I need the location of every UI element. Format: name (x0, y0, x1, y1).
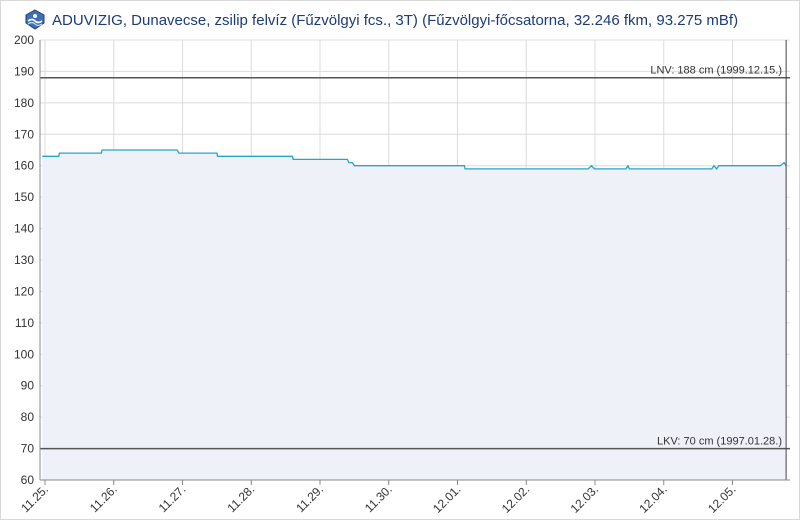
y-tick-label: 200 (14, 33, 34, 47)
reference-lines: LNV: 188 cm (1999.12.15.) LKV: 70 cm (199… (40, 40, 790, 480)
x-tick-label: 11.30. (362, 482, 395, 515)
y-tick-label: 180 (14, 96, 34, 110)
series-line (42, 149, 787, 170)
chart-title: ADUVIZIG, Dunavecse, zsilip felvíz (Fűzv… (52, 11, 739, 29)
x-tick-label: 12.02. (499, 482, 532, 515)
y-tick-label: 150 (14, 190, 34, 204)
y-tick-label: 130 (14, 253, 34, 267)
x-tick-label: 11.25. (18, 482, 51, 515)
chart-header: ADUVIZIG, Dunavecse, zsilip felvíz (Fűzv… (24, 8, 738, 32)
x-tick-label: 11.29. (293, 482, 326, 515)
x-tick-label: 12.03. (568, 482, 601, 515)
aduvizig-logo-icon (24, 9, 46, 31)
y-tick-label: 120 (14, 284, 34, 298)
x-tick-label: 11.27. (156, 482, 189, 515)
x-tick-label: 12.01. (430, 482, 463, 515)
lnv-label: LNV: 188 cm (1999.12.15.) (650, 65, 782, 77)
y-tick-label: 160 (14, 159, 34, 173)
y-tick-label: 100 (14, 347, 34, 361)
area-layer (42, 149, 787, 480)
x-tick-label: 12.05. (705, 482, 738, 515)
y-tick-label: 60 (21, 473, 35, 487)
axis-layer (39, 40, 790, 485)
series-area (42, 150, 787, 480)
y-tick-label: 70 (21, 442, 35, 456)
y-tick-label: 140 (14, 222, 34, 236)
x-tick-label: 11.28. (225, 482, 258, 515)
y-tick-label: 190 (14, 64, 34, 78)
x-tick-label: 11.26. (87, 482, 120, 515)
lkv-label: LKV: 70 cm (1997.01.28.) (657, 436, 782, 448)
y-tick-label: 90 (21, 379, 35, 393)
y-tick-label: 170 (14, 127, 34, 141)
x-tick-label: 12.04. (636, 482, 669, 515)
y-tick-label: 110 (15, 316, 34, 330)
y-tick-label: 80 (21, 410, 35, 424)
